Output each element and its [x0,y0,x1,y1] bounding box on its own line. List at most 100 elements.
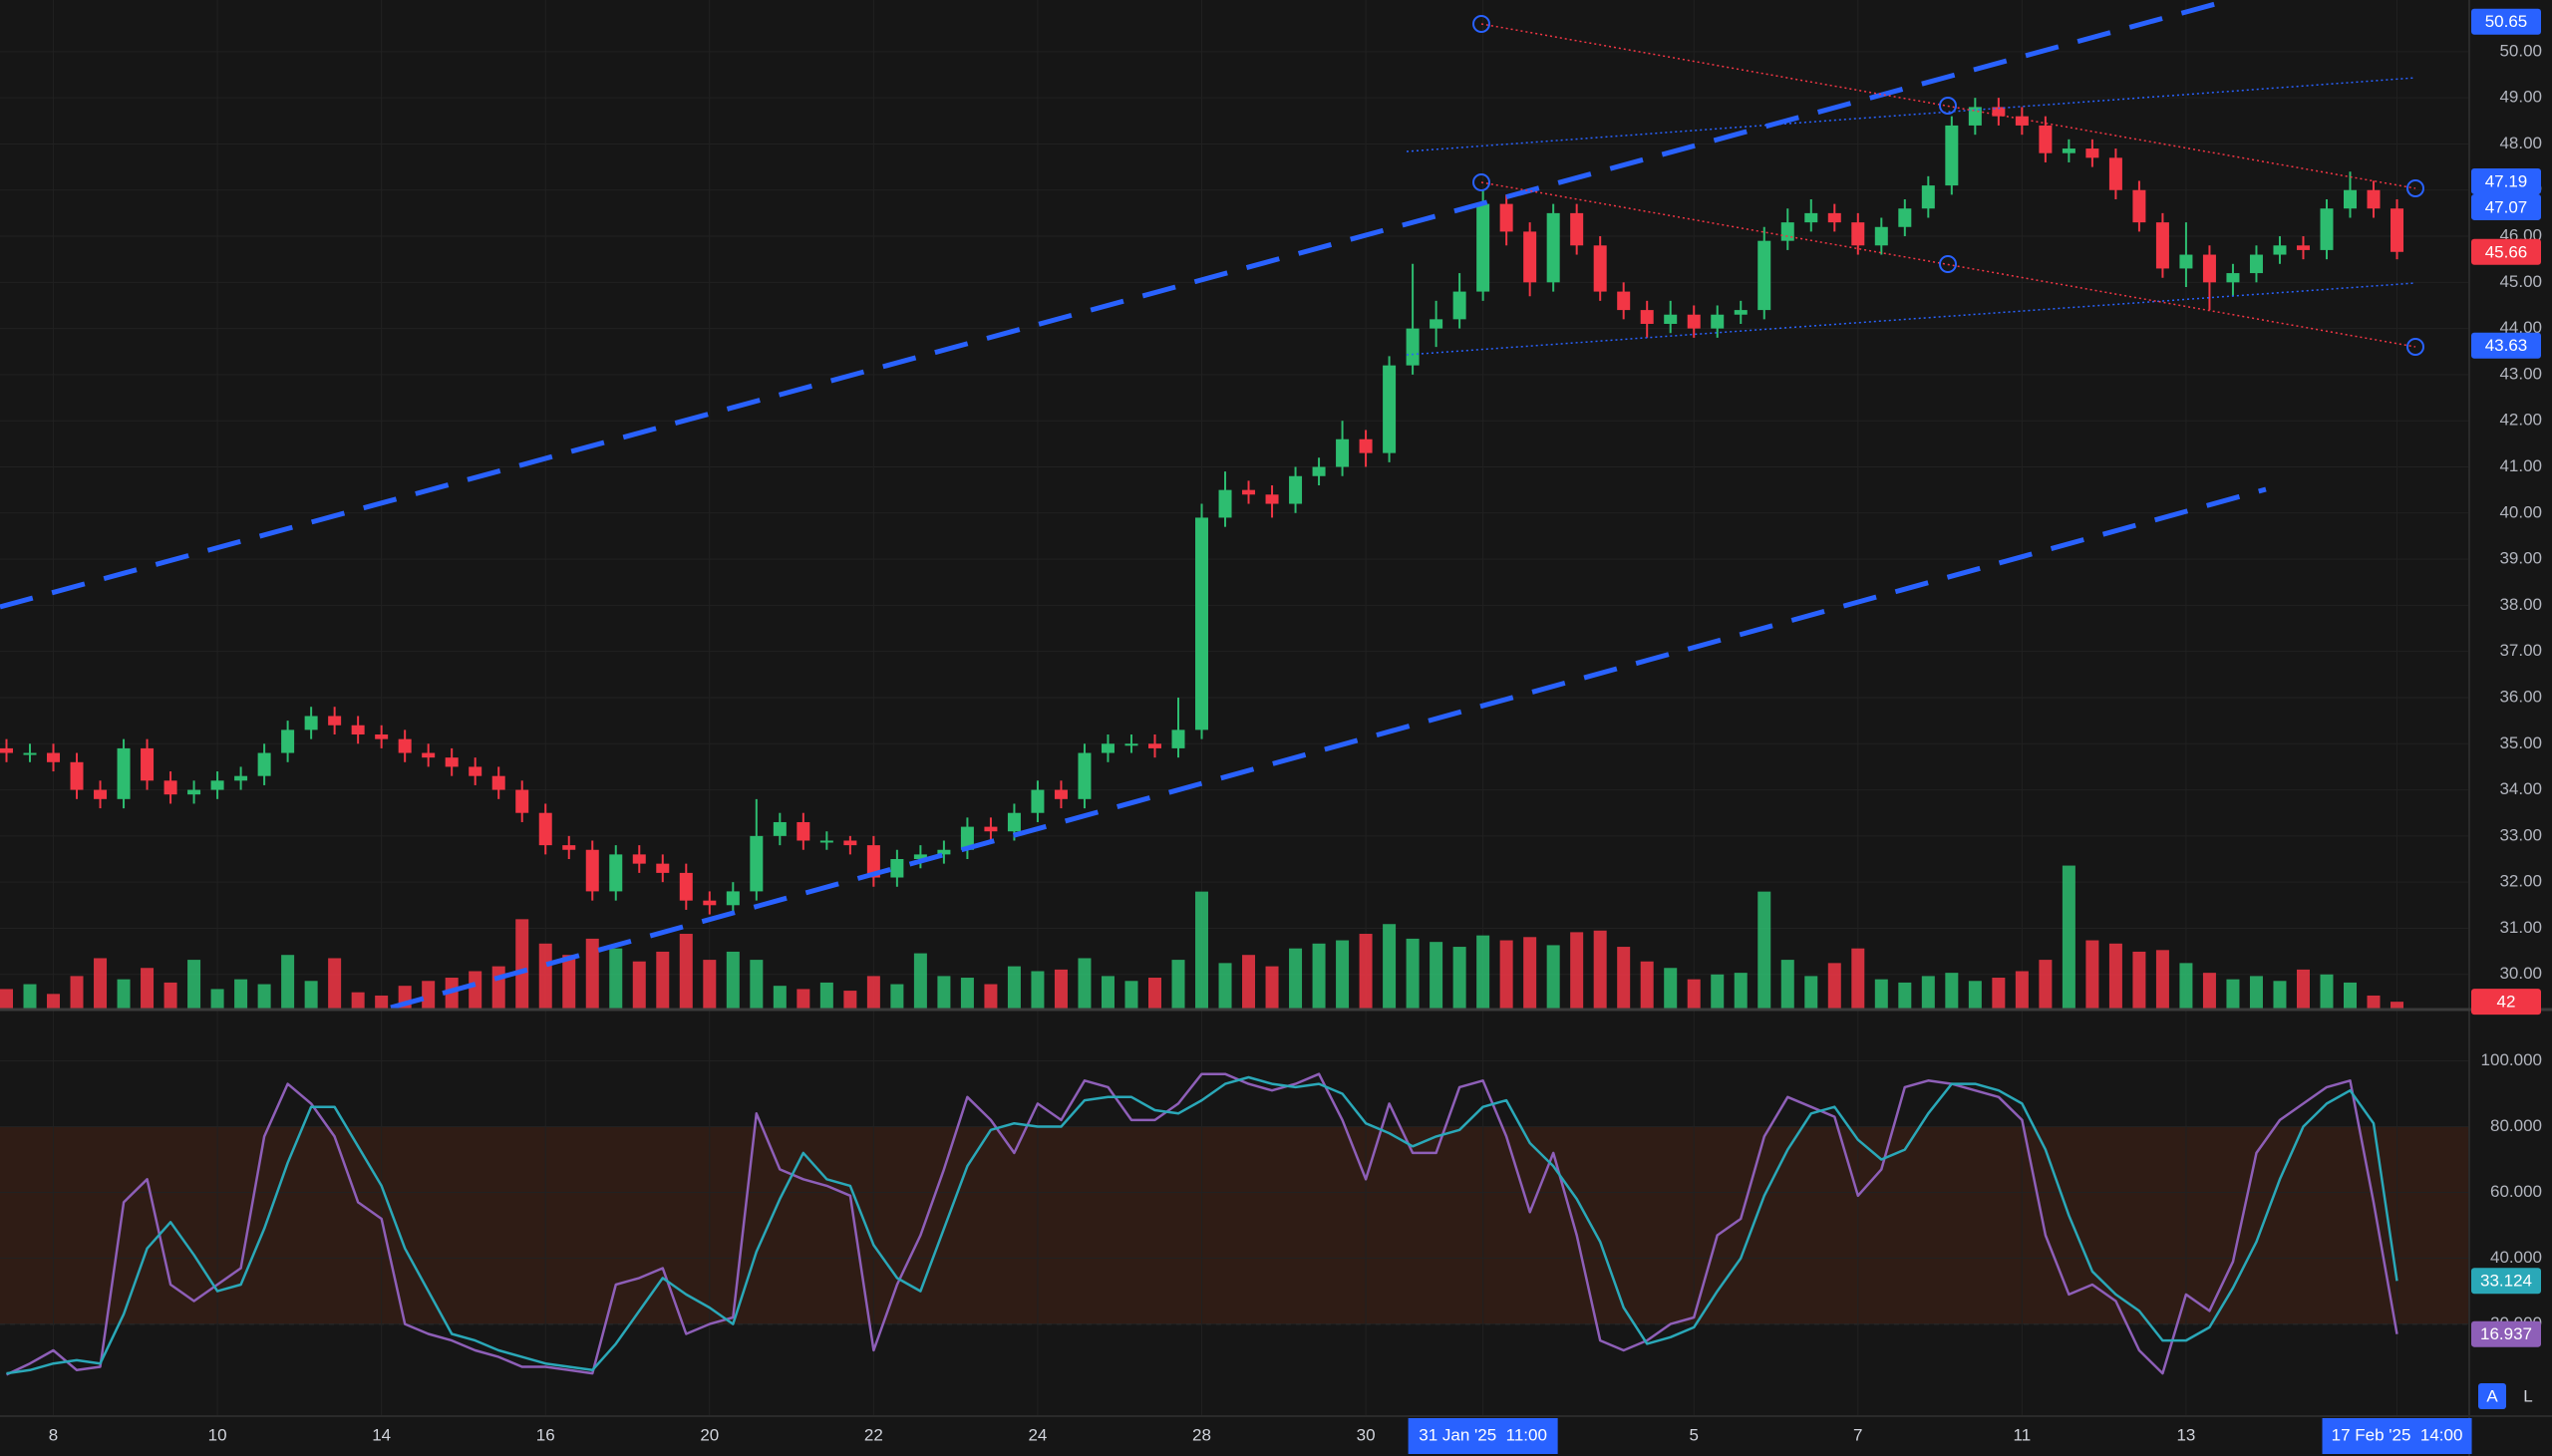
candle-body [538,812,552,846]
candle-body [1617,291,1631,311]
volume-bar [960,978,974,1009]
candle-body [1147,743,1161,748]
volume-bar [1711,974,1725,1009]
auto-button-label[interactable]: A [2486,1386,2498,1405]
price-tag [2471,238,2541,265]
candle-body [1265,494,1279,504]
candle-body [1780,222,1794,241]
y-tick-label: 44.00 [2499,318,2542,337]
candle-body [23,752,37,755]
y-tick-label: 31.00 [2499,918,2542,937]
candle-body [1476,203,1490,292]
candle-body [1664,314,1678,324]
volume-bar [1546,945,1560,1009]
channel-line [1480,181,2416,348]
volume-bar [703,960,717,1009]
volume-bar [23,984,37,1009]
candle-body [679,872,693,901]
volume-bar [538,943,552,1009]
anchor[interactable] [1472,15,1490,33]
tag-layer: 50.65 47.19 47.07 43.63 45.66 42 33.124 16.937 [2471,8,2541,1347]
channel-line [1480,23,2416,189]
volume-bar [375,995,389,1009]
candle-body [398,738,412,753]
candle-body [632,854,646,864]
indicator-line [5,1072,2398,1376]
candle-body [1242,489,1256,495]
volume-bar [632,961,646,1009]
indicator-layer [5,1072,2398,1376]
candle-body [2296,245,2310,250]
price-tag-label: 16.937 [2480,1324,2532,1343]
volume-bar [1171,960,1185,1009]
candle-body [375,734,389,739]
volume-bar [1242,955,1256,1009]
anchor[interactable] [1472,173,1490,191]
anchor[interactable] [1939,255,1957,273]
price-tag-label: 47.07 [2485,197,2528,216]
volume-bar [94,958,108,1009]
candle-body [1992,107,2006,117]
y-tick-label: 39.00 [2499,549,2542,568]
price-tag [2471,989,2541,1016]
volume-bar [1851,948,1865,1009]
volume-bar [1499,940,1513,1009]
price-tag-label: 47.19 [2485,171,2528,190]
volume-bar [187,960,201,1009]
candle-body [1711,314,1725,329]
anchor[interactable] [2406,338,2424,356]
volume-bar [1664,968,1678,1009]
y-tick-label: 37.00 [2499,641,2542,660]
candle-body [750,835,764,892]
candle-body [234,775,248,781]
auto-button[interactable] [2478,1383,2506,1409]
volume-bar [866,976,880,1009]
volume-bar [1312,943,1326,1009]
anchor[interactable] [2406,179,2424,197]
y-tick-label: 48.00 [2499,134,2542,152]
volume-bar [2296,969,2310,1009]
y-tick-label: 33.00 [2499,825,2542,844]
volume-bar [234,979,248,1009]
volume-bar [1992,978,2006,1009]
candle-body [819,840,833,843]
y-tick-label: 41.00 [2499,456,2542,475]
volume-bar [1593,930,1607,1009]
price-tag-label: 43.63 [2485,336,2528,355]
volume-bar [2132,951,2146,1009]
volume-bar [281,955,295,1009]
x-tick-label: 11 [2014,1425,2032,1444]
price-tag-label: 50.65 [2485,12,2528,31]
candle-body [2039,125,2053,153]
volume-bar [1827,963,1841,1009]
anchor[interactable] [1939,97,1957,115]
volume-bar [1968,981,1982,1009]
y-tick-label: 40.000 [2490,1248,2542,1267]
volume-bar [1734,973,1748,1009]
time-axis-panel [0,1416,2552,1456]
trend-line [0,0,2231,610]
volume-bar [1687,979,1701,1009]
candle-body [1218,489,1232,518]
y-tick-label: 49.00 [2499,88,2542,107]
x-label-highlight [1408,1418,1558,1454]
volume-bar [0,989,13,1009]
candle-body [960,826,974,850]
candle-body [1499,203,1513,232]
volume-bar [656,951,670,1009]
volume-bar [750,960,764,1009]
candle-body [2179,254,2193,269]
x-tick-label: 30 [1357,1425,1376,1444]
volume-bar [70,976,84,1009]
price-tag-label: 33.124 [2480,1272,2532,1291]
y-tick-label: 40.00 [2499,502,2542,521]
log-button-label[interactable]: L [2523,1386,2532,1405]
drawings [0,0,2424,1011]
volume-bar [1804,976,1818,1009]
volume-bar [2039,960,2053,1009]
candle-body [1804,212,1818,223]
volume-bar [1640,961,1654,1009]
volume-bar [609,948,623,1009]
price-tag [2471,1320,2541,1347]
volume-bar [1617,947,1631,1009]
